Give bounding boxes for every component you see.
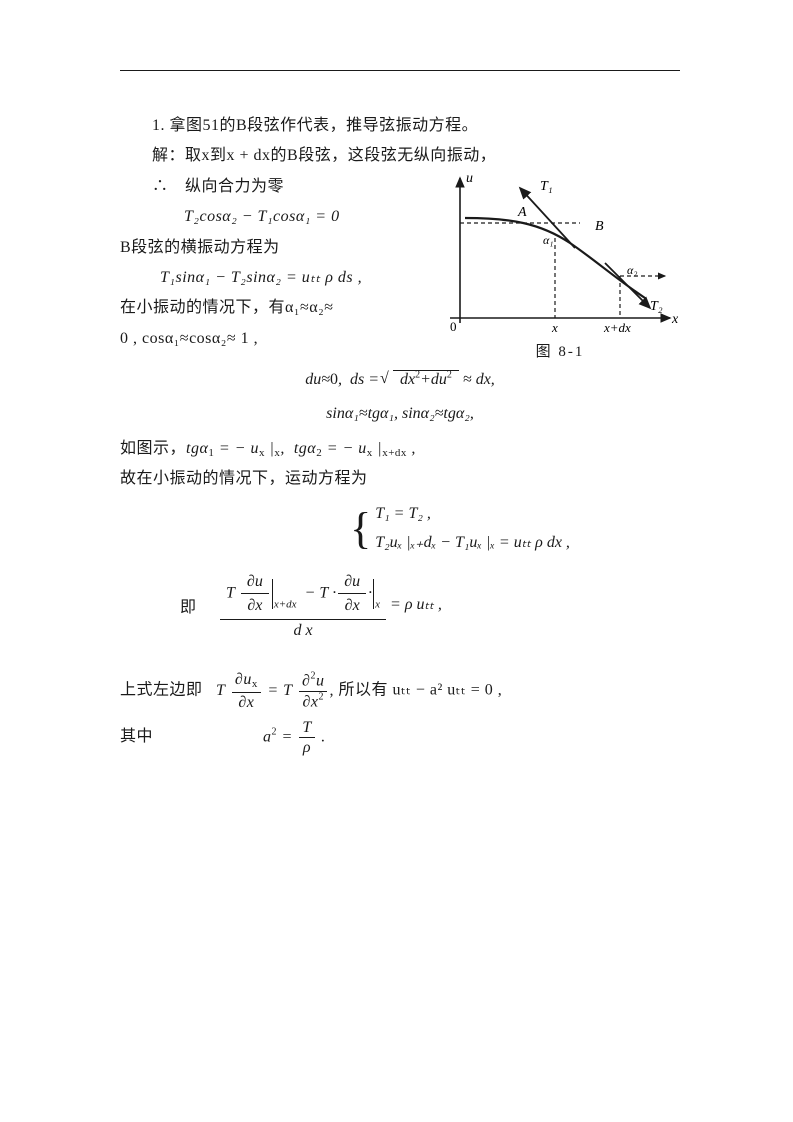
line6: 上式左边即 T ∂ux∂x = T ∂2u∂x2, 所以有 uₜₜ − a² u… (120, 670, 680, 711)
line4a: 在小振动的情况下，有α₁≈α₂≈ (120, 293, 430, 323)
top-rule (120, 70, 680, 71)
ji-row: 即 T ∂u∂xx+dx − T ·∂u∂x·x d x = ρ uₜₜ , (180, 568, 680, 642)
alpha2-label: α₂ (627, 263, 637, 277)
T2-label: T₂ (650, 299, 663, 314)
x-axis-label: x (671, 312, 679, 327)
ji-label: 即 (180, 593, 196, 617)
point-A: A (517, 205, 527, 220)
figure-8-1: 0 x u x x+dx A B α₁ α₂ T₁ T₂ (440, 168, 680, 338)
line1-text: 取x到x + dx的B段弦，这段弦无纵向振动， (185, 147, 496, 164)
sol-label: 解： (152, 147, 185, 164)
bigfrac-rhs: = ρ uₜₜ , (390, 596, 442, 613)
line5: 故在小振动的情况下，运动方程为 (120, 464, 680, 494)
therefore-line: ∴ 纵向合力为零 (120, 172, 430, 202)
sys-row2: T₂uₓ |ₓ₊dₓ − T₁uₓ |ₓ = uₜₜ ρ dx , (375, 529, 570, 558)
big-fraction: T ∂u∂xx+dx − T ·∂u∂x·x d x (220, 568, 386, 642)
problem-title: 1. 拿图51的B段弦作代表，推导弦振动方程。 (120, 111, 680, 141)
sys-row1: T₁ = T₂ , (375, 500, 570, 529)
line6-post: 所以有 uₜₜ − a² uₜₜ = 0 , (338, 682, 502, 699)
eq-transverse: T₁sinα₁ − T₂sinα₂ = uₜₜ ρ ds , (120, 263, 430, 293)
line4b: 0 , cosα₁≈cosα₂≈ 1 , (120, 324, 430, 354)
eq-du-ds: du≈0, ds = dx2+du2 ≈ dx, (120, 365, 680, 395)
line3: B段弦的横振动方程为 (120, 233, 430, 263)
T1-label: T₁ (540, 179, 553, 194)
string-curve (465, 218, 645, 298)
qz-row: 其中 a2 = Tρ . (120, 718, 680, 757)
point-B: B (595, 219, 604, 234)
tick-xdx: x+dx (603, 320, 631, 335)
qz-label: 其中 (120, 722, 153, 752)
figure-caption: 图 8-1 (440, 340, 680, 361)
figure-block: 0 x u x x+dx A B α₁ α₂ T₁ T₂ 图 8-1 (440, 168, 680, 361)
eq-sin-tg: sinα₁≈tgα₁, sinα₂≈tgα₂, (120, 399, 680, 429)
alpha1-label: α₁ (543, 233, 553, 247)
tick-x: x (551, 320, 558, 335)
page-content: 1. 拿图51的B段弦作代表，推导弦振动方程。 解：取x到x + dx的B段弦，… (120, 70, 680, 757)
u-axis-label: u (466, 171, 473, 186)
line6-pre: 上式左边即 (120, 682, 203, 699)
left-text-block: ∴ 纵向合力为零 T₂cosα₂ − T₁cosα₁ = 0 B段弦的横振动方程… (120, 172, 430, 354)
line-tu: 如图示，tgα1 = − ux |x, tgα2 = − ux |x+dx , (120, 434, 680, 464)
eq-longitudinal: T₂cosα₂ − T₁cosα₁ = 0 (120, 202, 430, 232)
equation-system: { T₁ = T₂ , T₂uₓ |ₓ₊dₓ − T₁uₓ |ₓ = uₜₜ ρ… (240, 500, 680, 558)
origin-label: 0 (450, 319, 457, 334)
